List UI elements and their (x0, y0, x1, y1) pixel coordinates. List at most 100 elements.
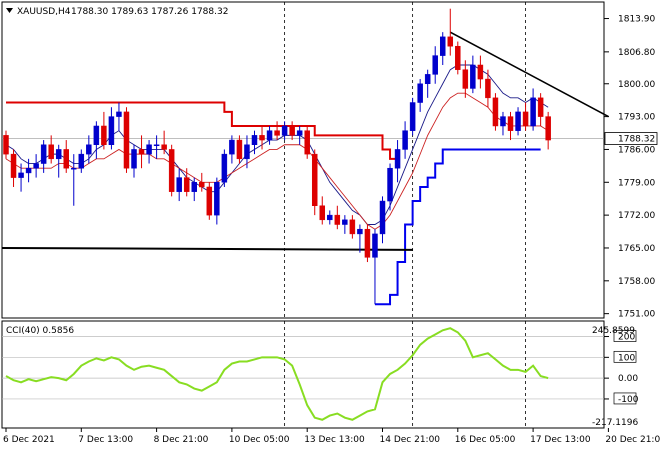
candle[interactable] (236, 135, 243, 164)
candle[interactable] (3, 130, 9, 159)
candle-body (394, 149, 401, 169)
candle-body (199, 182, 205, 188)
candle[interactable] (424, 69, 431, 98)
candle[interactable] (131, 144, 137, 178)
candle[interactable] (470, 55, 476, 94)
candle[interactable] (161, 130, 167, 155)
price-tick-label: 1765.00 (618, 244, 655, 254)
candle[interactable] (251, 130, 258, 155)
price-tick-label: 1813.90 (618, 15, 655, 25)
candle[interactable] (71, 154, 77, 206)
candle[interactable] (462, 60, 469, 98)
candle[interactable] (334, 205, 341, 230)
candle[interactable] (93, 121, 100, 159)
candles-layer[interactable] (3, 8, 551, 305)
candle-body (131, 149, 137, 169)
candle[interactable] (477, 55, 484, 89)
candle[interactable] (296, 125, 303, 145)
candle[interactable] (485, 69, 491, 108)
candle[interactable] (101, 111, 107, 150)
candle-body (108, 116, 115, 146)
candle[interactable] (10, 149, 17, 187)
candle[interactable] (168, 144, 175, 197)
candle[interactable] (372, 229, 378, 305)
candle-body (40, 144, 47, 164)
candle[interactable] (394, 140, 401, 183)
candle-body (311, 153, 318, 206)
candle-body (93, 125, 100, 146)
candle[interactable] (221, 149, 228, 187)
candle[interactable] (357, 224, 363, 253)
candle-body (146, 144, 152, 155)
candle[interactable] (432, 46, 438, 84)
candle[interactable] (537, 93, 544, 126)
symbol-label: XAUUSD,H4 (17, 7, 71, 17)
candle[interactable] (530, 88, 536, 131)
candle[interactable] (123, 107, 130, 173)
candle[interactable] (342, 215, 348, 234)
candle[interactable] (40, 140, 47, 173)
candle[interactable] (545, 111, 551, 150)
candle[interactable] (379, 196, 386, 244)
candle[interactable] (78, 149, 85, 173)
cci-indicator-label: CCI(40) 0.5856 (6, 326, 74, 336)
candle[interactable] (319, 196, 326, 225)
candle[interactable] (244, 135, 250, 169)
candle[interactable] (447, 8, 454, 56)
candle[interactable] (214, 177, 220, 225)
candle[interactable] (289, 121, 295, 141)
candle[interactable] (274, 121, 280, 141)
candle-body (289, 125, 295, 136)
candle[interactable] (515, 107, 521, 136)
candle[interactable] (199, 172, 205, 192)
triangle-down-icon[interactable] (6, 8, 13, 13)
candle[interactable] (48, 135, 54, 164)
candle[interactable] (116, 102, 122, 131)
candle[interactable] (417, 79, 423, 112)
price-axis[interactable]: 1813.90 1806.80 1800.00 1793.00 1786.00 1779.… (604, 15, 658, 405)
candle-body (334, 214, 341, 225)
candle[interactable] (349, 215, 356, 239)
vertical-markers (284, 2, 526, 428)
candle[interactable] (176, 168, 182, 202)
candle[interactable] (259, 125, 265, 150)
candle-body (485, 78, 491, 99)
candle[interactable] (138, 135, 145, 169)
candle[interactable] (191, 177, 197, 202)
candle[interactable] (153, 135, 160, 159)
candle[interactable] (439, 32, 446, 65)
candle[interactable] (206, 182, 213, 220)
candle[interactable] (492, 93, 499, 131)
candle[interactable] (266, 125, 273, 145)
candle-body (327, 214, 333, 221)
candle[interactable] (108, 107, 115, 150)
candle[interactable] (18, 163, 24, 192)
candle[interactable] (281, 121, 288, 141)
candle[interactable] (33, 154, 39, 178)
candle[interactable] (455, 41, 461, 75)
candle[interactable] (63, 140, 69, 173)
candle[interactable] (55, 144, 62, 178)
candle[interactable] (327, 210, 333, 225)
candle[interactable] (25, 158, 32, 183)
time-axis[interactable]: 6 Dec 2021 7 Dec 13:00 8 Dec 21:00 10 Dec 0… (3, 428, 660, 445)
candle-body (138, 149, 145, 155)
candle-body (342, 219, 348, 225)
candle[interactable] (229, 135, 235, 164)
candle[interactable] (86, 135, 92, 164)
candle[interactable] (304, 125, 310, 159)
candle[interactable] (409, 97, 416, 136)
candle[interactable] (500, 111, 506, 136)
candle[interactable] (522, 102, 529, 131)
candle[interactable] (146, 140, 152, 164)
candle[interactable] (183, 168, 190, 197)
candle[interactable] (507, 111, 514, 141)
candle[interactable] (311, 149, 318, 216)
candle-body (387, 167, 393, 202)
candle[interactable] (387, 163, 393, 211)
candle-body (33, 163, 39, 169)
candle[interactable] (364, 224, 371, 263)
candle[interactable] (402, 121, 408, 159)
